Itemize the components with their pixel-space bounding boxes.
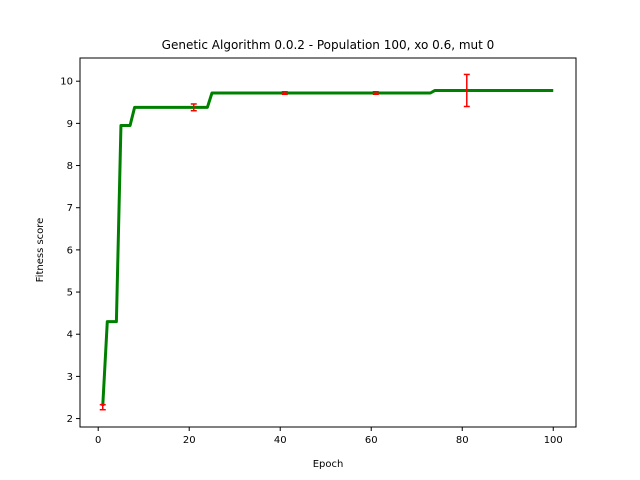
y-tick-label: 3 xyxy=(67,372,73,383)
plot-area xyxy=(99,73,554,411)
error-bar-1 xyxy=(190,103,197,112)
error-bar-0 xyxy=(99,403,106,411)
axes-frame xyxy=(79,57,577,428)
error-bar-4 xyxy=(463,73,470,108)
error-bar-2 xyxy=(281,90,288,96)
chart-title: Genetic Algorithm 0.0.2 - Population 100… xyxy=(162,38,495,52)
axis-ticks: 0 20 40 60 80 100 2 3 4 5 6 7 8 9 10 xyxy=(60,57,577,446)
x-tick-label: 80 xyxy=(456,435,469,446)
series-line-0 xyxy=(101,88,554,406)
x-tick-label: 20 xyxy=(183,435,196,446)
x-tick-label: 40 xyxy=(274,435,287,446)
error-bar-3 xyxy=(372,90,379,96)
y-tick-label: 6 xyxy=(67,245,73,256)
y-tick-label: 10 xyxy=(60,77,73,88)
y-axis-label: Fitness score xyxy=(35,218,46,283)
x-axis-label: Epoch xyxy=(313,459,344,470)
x-tick-label: 100 xyxy=(544,435,563,446)
y-tick-label: 7 xyxy=(67,203,73,214)
y-tick-label: 8 xyxy=(67,161,73,172)
y-tick-label: 5 xyxy=(67,288,73,299)
x-tick-label: 0 xyxy=(95,435,101,446)
x-tick-label: 60 xyxy=(365,435,378,446)
y-tick-label: 9 xyxy=(67,119,73,130)
y-tick-label: 2 xyxy=(67,414,73,425)
y-tick-label: 4 xyxy=(67,330,73,341)
